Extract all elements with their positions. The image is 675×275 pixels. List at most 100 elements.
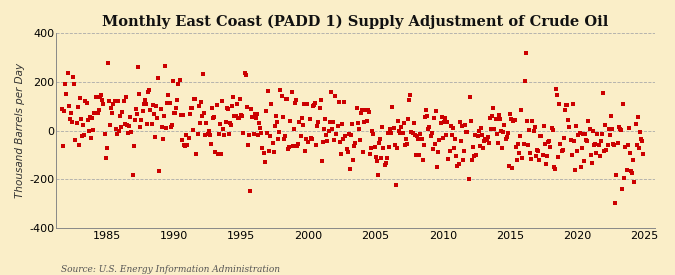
Point [300, 149, 310, 153]
Point [426, 131, 437, 135]
Point [335, 152, 346, 156]
Point [212, 152, 223, 156]
Point [274, 130, 285, 134]
Point [573, 133, 584, 137]
Point [169, 111, 180, 115]
Point [360, 108, 371, 112]
Point [242, 142, 253, 147]
Point [259, 160, 270, 164]
Point [298, 101, 309, 106]
Point [516, 108, 526, 112]
Point [408, 121, 419, 125]
Point [462, 130, 473, 134]
Point [65, 110, 76, 115]
Point [302, 102, 313, 107]
Point [487, 114, 497, 118]
Point [479, 139, 489, 144]
Point [257, 146, 268, 151]
Point [292, 144, 302, 148]
Point [152, 116, 163, 120]
Point [383, 145, 394, 149]
Point [176, 112, 186, 117]
Point [247, 115, 258, 120]
Point [583, 119, 594, 123]
Point [184, 112, 195, 116]
Point [538, 123, 549, 128]
Point [202, 132, 213, 136]
Point [156, 125, 167, 130]
Point [415, 131, 426, 136]
Point [403, 117, 414, 121]
Point [349, 144, 360, 148]
Point [142, 122, 153, 127]
Point [278, 137, 289, 141]
Point [622, 143, 633, 147]
Point [568, 138, 579, 143]
Point [491, 132, 502, 136]
Point [126, 130, 137, 134]
Point [138, 102, 149, 106]
Point [113, 98, 124, 103]
Point [331, 132, 342, 136]
Point [57, 144, 68, 148]
Point [429, 141, 440, 146]
Point [330, 94, 341, 98]
Point [418, 143, 429, 147]
Point [219, 133, 230, 137]
Point [533, 148, 543, 153]
Point [157, 137, 168, 141]
Point [283, 146, 294, 151]
Point [171, 105, 182, 110]
Point [395, 130, 406, 135]
Point [120, 95, 131, 100]
Point [99, 132, 110, 136]
Point [527, 118, 538, 123]
Point [90, 95, 101, 99]
Point [578, 131, 589, 136]
Point [344, 132, 354, 136]
Point [593, 142, 604, 147]
Point [252, 112, 263, 116]
Point [556, 148, 567, 153]
Point [179, 142, 190, 147]
Point [267, 141, 278, 145]
Point [397, 131, 408, 135]
Point [295, 133, 306, 138]
Point [498, 130, 509, 134]
Point [159, 113, 169, 118]
Point [421, 108, 431, 112]
Point [387, 105, 398, 109]
Point [127, 173, 138, 177]
Point [522, 119, 533, 123]
Point [296, 116, 307, 120]
Point [592, 132, 603, 136]
Point [518, 142, 529, 146]
Point [261, 108, 271, 113]
Point [113, 128, 124, 133]
Point [308, 102, 319, 107]
Point [125, 115, 136, 119]
Point [398, 120, 409, 125]
Point [549, 167, 560, 171]
Point [551, 93, 562, 97]
Point [356, 111, 367, 115]
Point [234, 116, 244, 120]
Text: Source: U.S. Energy Information Administration: Source: U.S. Energy Information Administ… [61, 265, 279, 274]
Point [544, 138, 555, 143]
Point [366, 145, 377, 150]
Point [57, 106, 68, 111]
Point [254, 121, 265, 125]
Point [616, 127, 626, 132]
Point [255, 126, 266, 130]
Point [89, 111, 100, 115]
Point [339, 100, 350, 104]
Point [570, 168, 580, 173]
Point [116, 125, 127, 130]
Point [132, 112, 142, 116]
Point [512, 142, 523, 146]
Point [492, 141, 503, 145]
Point [472, 133, 483, 138]
Point [161, 126, 171, 130]
Point [475, 144, 485, 148]
Point [425, 134, 436, 138]
